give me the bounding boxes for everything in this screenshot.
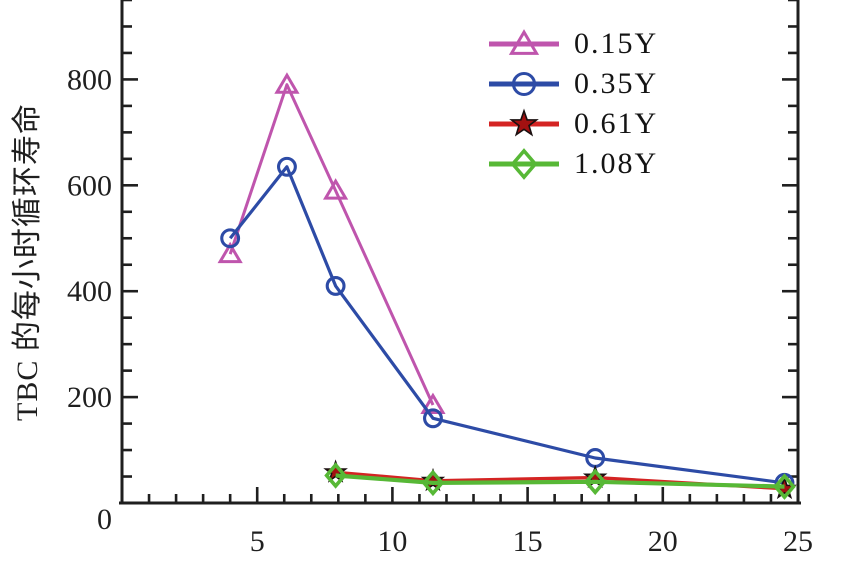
star-filled-marker xyxy=(420,467,446,492)
legend-label: 0.15Y xyxy=(574,27,659,60)
triangle-open-marker xyxy=(322,178,349,200)
diamond-open-marker xyxy=(773,473,796,500)
star-marker-icon xyxy=(489,108,559,137)
circle-open-marker xyxy=(423,408,443,429)
diamond-open-marker xyxy=(583,468,607,496)
legend-label: 1.08Y xyxy=(574,147,659,180)
x-tick-label: 25 xyxy=(783,525,813,558)
legend-marker xyxy=(509,108,539,137)
legend-label: 0.35Y xyxy=(574,67,659,100)
triangle-open-marker xyxy=(508,29,540,55)
triangle-open-marker xyxy=(274,72,300,94)
series-line xyxy=(228,83,435,406)
circle-open-marker xyxy=(276,156,297,177)
y-axis-labels: 200 400 600 800 xyxy=(67,63,112,414)
triangle-marker-icon xyxy=(489,29,559,55)
series-0.35Y xyxy=(220,156,795,493)
diamond-marker-icon xyxy=(489,148,559,180)
legend-item-015Y: 0.15Y xyxy=(486,24,658,64)
star-filled-marker xyxy=(509,108,539,137)
legend-marker xyxy=(511,71,537,97)
diamond-open-marker xyxy=(324,462,347,489)
circle-open-marker xyxy=(325,275,346,296)
x-axis-labels: 5 10 15 20 25 0 xyxy=(97,503,813,558)
legend-item-061Y: 0.61Y xyxy=(486,104,658,144)
plot-border xyxy=(119,0,801,505)
y-axis-ticks xyxy=(123,0,797,505)
series-line xyxy=(335,473,785,489)
x-tick-label: 20 xyxy=(648,525,678,558)
x-tick-label: 15 xyxy=(513,525,543,558)
legend-label: 0.61Y xyxy=(574,107,659,140)
legend-item-108Y: 1.08Y xyxy=(486,144,658,184)
circle-open-marker xyxy=(220,228,241,249)
legend-marker xyxy=(508,29,540,55)
origin-tick-label: 0 xyxy=(97,503,112,536)
x-axis-ticks xyxy=(120,487,800,502)
y-tick-label: 400 xyxy=(67,275,112,308)
y-tick-label: 600 xyxy=(67,169,112,202)
diamond-open-marker xyxy=(510,148,538,180)
legend-marker xyxy=(510,148,538,180)
x-tick-label: 5 xyxy=(250,525,265,558)
series-0.15Y xyxy=(217,72,446,415)
triangle-open-marker xyxy=(420,392,446,415)
circle-open-marker xyxy=(511,71,537,97)
legend: 0.15Y 0.35Y 0.61Y 1.08Y xyxy=(486,24,658,184)
diamond-open-marker xyxy=(421,469,445,497)
circle-marker-icon xyxy=(489,71,559,97)
series-1.08Y xyxy=(324,462,796,500)
y-tick-label: 200 xyxy=(67,381,112,414)
triangle-open-marker xyxy=(217,241,243,264)
legend-item-035Y: 0.35Y xyxy=(486,64,658,104)
y-tick-label: 800 xyxy=(67,63,112,96)
x-tick-label: 10 xyxy=(377,525,407,558)
series-line xyxy=(228,165,785,485)
